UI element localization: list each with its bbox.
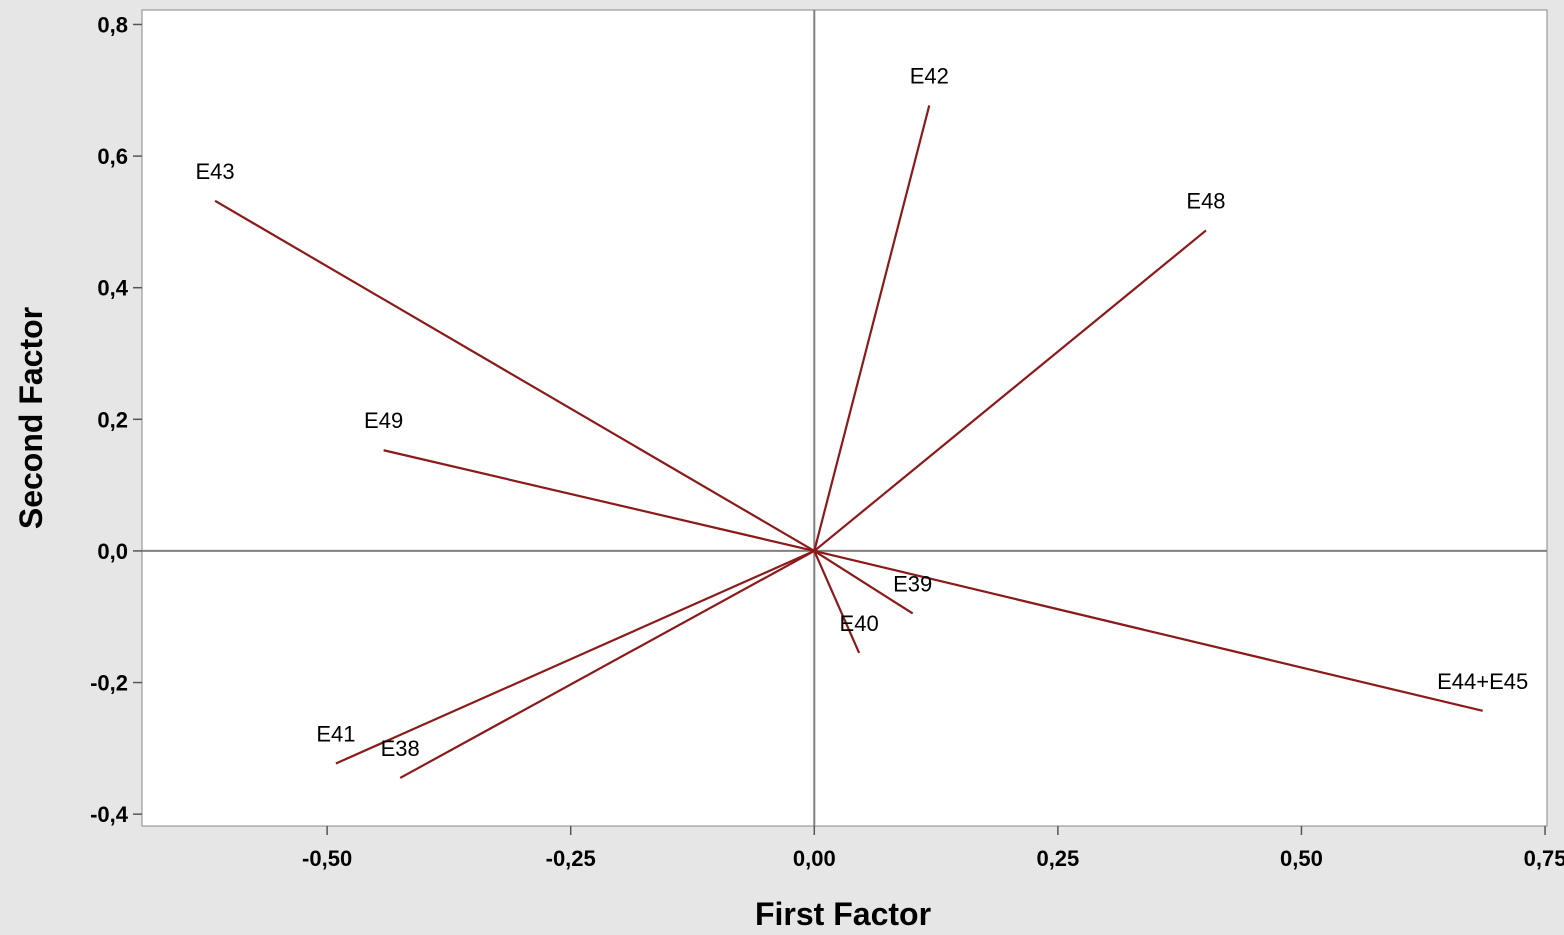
y-axis-title: Second Factor [13, 307, 49, 529]
x-tick-label: 0,50 [1280, 846, 1323, 871]
loading-label-e44-e45: E44+E45 [1437, 669, 1528, 694]
loading-vector-e40 [813, 550, 861, 654]
x-tick-label: 0,75 [1524, 846, 1564, 871]
y-tick-label: 0,6 [97, 144, 128, 169]
loading-vector-e42 [813, 105, 931, 552]
y-tick-label: -0,4 [90, 802, 129, 827]
loading-vector-e38 [399, 549, 815, 779]
loading-label-e42: E42 [910, 63, 949, 88]
y-tick-label: 0,2 [97, 407, 128, 432]
loading-label-e48: E48 [1186, 188, 1225, 213]
loading-vector-e48 [813, 229, 1207, 552]
loading-vector-e49 [383, 449, 815, 553]
loading-vector-e39 [813, 550, 914, 615]
y-tick-label: 0,8 [97, 12, 128, 37]
x-tick-label: -0,25 [546, 846, 596, 871]
y-tick-label: -0,2 [90, 671, 128, 696]
loading-vector-e44-e45 [814, 549, 1483, 712]
loading-vector-e43 [214, 199, 815, 552]
loading-label-e41: E41 [316, 721, 355, 746]
loading-label-e40: E40 [840, 611, 879, 636]
x-tick-label: 0,25 [1036, 846, 1079, 871]
x-tick-label: -0,50 [302, 846, 352, 871]
loading-label-e38: E38 [381, 736, 420, 761]
loading-vector-e41 [335, 549, 815, 765]
x-axis-title: First Factor [755, 896, 931, 932]
plot-area [141, 9, 1548, 827]
x-tick-label: 0,00 [793, 846, 836, 871]
loading-label-e39: E39 [893, 571, 932, 596]
y-tick-label: 0,0 [97, 539, 128, 564]
loading-label-e49: E49 [364, 408, 403, 433]
loading-label-e43: E43 [195, 159, 234, 184]
y-tick-label: 0,4 [97, 276, 128, 301]
